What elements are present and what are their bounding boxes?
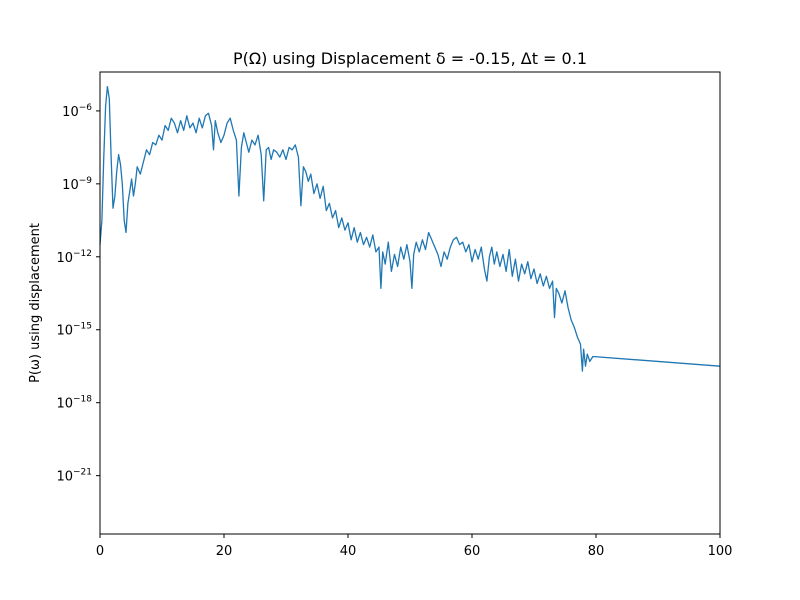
y-tick-exponent: −9 <box>79 176 93 186</box>
y-tick-label: 10−9 <box>62 176 92 193</box>
y-tick-base: 10 <box>62 105 79 120</box>
x-tick-label: 40 <box>340 544 357 559</box>
x-tick-label: 0 <box>96 544 104 559</box>
y-tick-label: 10−12 <box>56 249 92 266</box>
y-tick-base: 10 <box>56 397 73 412</box>
y-tick-base: 10 <box>56 470 73 485</box>
axes-frame <box>99 71 721 535</box>
y-tick-base: 10 <box>62 178 79 193</box>
y-tick-exponent: −21 <box>73 468 92 478</box>
y-axis-label: P(ω) using displacement <box>28 223 43 383</box>
x-tick-label: 100 <box>708 544 733 559</box>
y-tick-label: 10−21 <box>56 468 92 485</box>
y-tick-exponent: −18 <box>73 395 92 405</box>
y-tick-label: 10−18 <box>56 395 92 412</box>
series-line <box>99 85 721 372</box>
y-tick-exponent: −6 <box>79 103 93 113</box>
y-tick-base: 10 <box>56 324 73 339</box>
chart-title: P(Ω) using Displacement δ = -0.15, Δt = … <box>233 49 587 68</box>
y-tick-exponent: −12 <box>73 249 92 259</box>
x-axis: 0 20 40 60 80 100 <box>96 534 733 559</box>
y-tick-base: 10 <box>56 251 73 266</box>
y-tick-exponent: −15 <box>73 322 92 332</box>
x-tick-label: 20 <box>216 544 233 559</box>
y-tick-label: 10−6 <box>62 103 92 120</box>
x-tick-label: 60 <box>464 544 481 559</box>
x-tick-label: 80 <box>588 544 605 559</box>
plot-area <box>99 85 721 372</box>
y-tick-label: 10−15 <box>56 322 92 339</box>
